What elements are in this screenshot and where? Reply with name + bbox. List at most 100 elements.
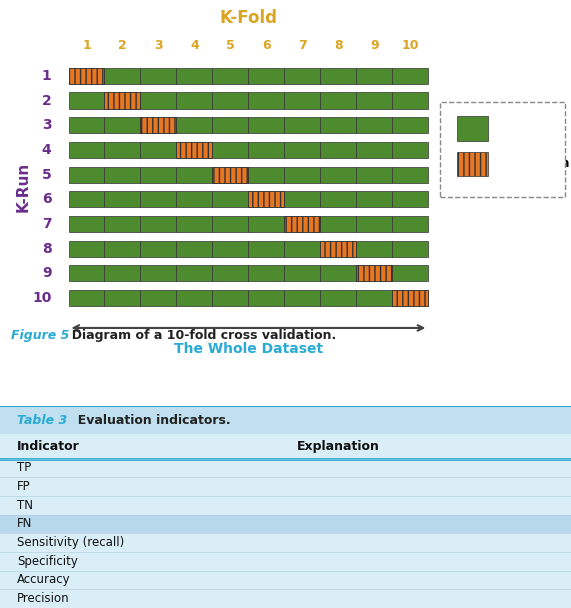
Bar	[0, 496, 571, 514]
FancyBboxPatch shape	[392, 167, 428, 182]
FancyBboxPatch shape	[140, 290, 176, 306]
Text: 10: 10	[32, 291, 51, 305]
FancyBboxPatch shape	[69, 92, 104, 108]
FancyBboxPatch shape	[69, 192, 104, 207]
FancyBboxPatch shape	[356, 142, 392, 158]
FancyBboxPatch shape	[284, 216, 320, 232]
FancyBboxPatch shape	[457, 151, 488, 176]
FancyBboxPatch shape	[69, 167, 104, 182]
FancyBboxPatch shape	[104, 290, 140, 306]
FancyBboxPatch shape	[392, 265, 428, 282]
FancyBboxPatch shape	[248, 290, 284, 306]
FancyBboxPatch shape	[284, 167, 320, 182]
Text: 6: 6	[262, 40, 271, 52]
FancyBboxPatch shape	[104, 117, 140, 133]
FancyBboxPatch shape	[392, 192, 428, 207]
FancyBboxPatch shape	[284, 192, 320, 207]
Text: 3: 3	[154, 40, 163, 52]
Bar	[0, 514, 571, 533]
Text: 5: 5	[42, 168, 51, 182]
Bar	[0, 552, 571, 571]
FancyBboxPatch shape	[69, 142, 104, 158]
FancyBboxPatch shape	[284, 117, 320, 133]
FancyBboxPatch shape	[104, 167, 140, 182]
FancyBboxPatch shape	[176, 192, 212, 207]
Text: 4: 4	[190, 40, 199, 52]
FancyBboxPatch shape	[176, 117, 212, 133]
FancyBboxPatch shape	[248, 92, 284, 108]
FancyBboxPatch shape	[140, 142, 176, 158]
FancyBboxPatch shape	[212, 290, 248, 306]
Text: FP: FP	[17, 480, 31, 493]
Text: K-Run: K-Run	[15, 162, 30, 212]
FancyBboxPatch shape	[212, 142, 248, 158]
Text: The Whole Dataset: The Whole Dataset	[174, 342, 323, 356]
FancyBboxPatch shape	[248, 192, 284, 207]
Text: Training: Training	[500, 122, 556, 135]
FancyBboxPatch shape	[176, 241, 212, 257]
FancyBboxPatch shape	[140, 265, 176, 282]
FancyBboxPatch shape	[176, 92, 212, 108]
FancyBboxPatch shape	[248, 142, 284, 158]
FancyBboxPatch shape	[284, 68, 320, 84]
Text: 8: 8	[42, 241, 51, 255]
Text: Specificity: Specificity	[17, 555, 78, 568]
Text: 3: 3	[42, 118, 51, 132]
Bar	[0, 458, 571, 477]
Text: 4: 4	[42, 143, 51, 157]
FancyBboxPatch shape	[140, 117, 176, 133]
FancyBboxPatch shape	[176, 265, 212, 282]
Text: Table 3: Table 3	[17, 414, 67, 427]
FancyBboxPatch shape	[320, 290, 356, 306]
FancyBboxPatch shape	[69, 216, 104, 232]
FancyBboxPatch shape	[248, 167, 284, 182]
FancyBboxPatch shape	[320, 241, 356, 257]
FancyBboxPatch shape	[248, 265, 284, 282]
FancyBboxPatch shape	[392, 117, 428, 133]
Text: 7: 7	[42, 217, 51, 231]
FancyBboxPatch shape	[284, 92, 320, 108]
Text: Evaluation indicators.: Evaluation indicators.	[69, 414, 230, 427]
FancyBboxPatch shape	[176, 68, 212, 84]
FancyBboxPatch shape	[356, 265, 392, 282]
FancyBboxPatch shape	[176, 142, 212, 158]
FancyBboxPatch shape	[248, 68, 284, 84]
FancyBboxPatch shape	[320, 192, 356, 207]
FancyBboxPatch shape	[212, 167, 248, 182]
FancyBboxPatch shape	[457, 116, 488, 141]
Text: Diagram of a 10-fold cross validation.: Diagram of a 10-fold cross validation.	[63, 329, 336, 342]
FancyBboxPatch shape	[176, 216, 212, 232]
FancyBboxPatch shape	[356, 192, 392, 207]
Text: 7: 7	[298, 40, 307, 52]
FancyBboxPatch shape	[104, 192, 140, 207]
Bar	[0, 533, 571, 552]
FancyBboxPatch shape	[104, 68, 140, 84]
Text: Precision: Precision	[17, 592, 70, 605]
Text: 8: 8	[334, 40, 343, 52]
Text: 9: 9	[42, 266, 51, 280]
FancyBboxPatch shape	[320, 265, 356, 282]
Text: 10: 10	[401, 40, 419, 52]
Text: TP: TP	[17, 461, 31, 474]
FancyBboxPatch shape	[69, 241, 104, 257]
FancyBboxPatch shape	[212, 241, 248, 257]
FancyBboxPatch shape	[392, 216, 428, 232]
FancyBboxPatch shape	[140, 216, 176, 232]
FancyBboxPatch shape	[212, 117, 248, 133]
FancyBboxPatch shape	[104, 92, 140, 108]
FancyBboxPatch shape	[140, 241, 176, 257]
FancyBboxPatch shape	[356, 290, 392, 306]
Text: Sensitivity (recall): Sensitivity (recall)	[17, 536, 124, 549]
FancyBboxPatch shape	[392, 142, 428, 158]
FancyBboxPatch shape	[212, 68, 248, 84]
FancyBboxPatch shape	[356, 167, 392, 182]
Bar	[0, 477, 571, 496]
Text: 2: 2	[42, 94, 51, 108]
FancyBboxPatch shape	[356, 92, 392, 108]
FancyBboxPatch shape	[356, 216, 392, 232]
Text: 1: 1	[82, 40, 91, 52]
Bar	[0, 589, 571, 608]
FancyBboxPatch shape	[140, 92, 176, 108]
FancyBboxPatch shape	[212, 216, 248, 232]
FancyBboxPatch shape	[320, 216, 356, 232]
